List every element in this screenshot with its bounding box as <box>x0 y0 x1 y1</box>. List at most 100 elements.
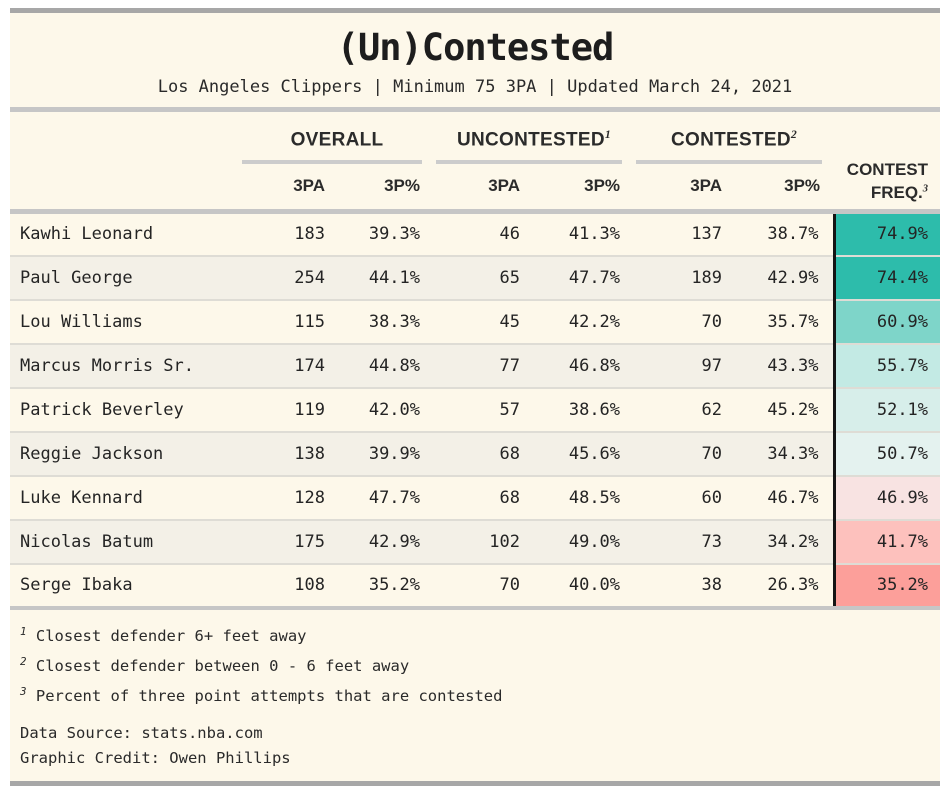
table-body: Kawhi Leonard 183 39.3% 46 41.3% 137 38.… <box>10 211 941 608</box>
contest-freq-cell: 55.7% <box>832 343 941 388</box>
contested-3pp: 26.3% <box>767 575 819 596</box>
contest-freq-cell: 60.9% <box>832 299 941 344</box>
table-header: OVERALL UNCONTESTED1 CONTESTED2 CONTEST … <box>10 112 941 212</box>
table-row: Paul George 254 44.1% 65 47.7% 189 42.9%… <box>10 255 941 300</box>
footnote-2: 2 Closest defender between 0 - 6 feet aw… <box>20 654 410 675</box>
player-name: Marcus Morris Sr. <box>10 343 240 388</box>
uncontested-3pa: 77 <box>434 343 535 388</box>
player-name: Serge Ibaka <box>20 575 133 596</box>
table-row: Luke Kennard 128 47.7% 68 48.5% 60 46.7%… <box>10 475 941 520</box>
contested-3pa: 70 <box>634 431 737 476</box>
player-name: Patrick Beverley <box>20 399 184 420</box>
table-row: Patrick Beverley 119 42.0% 57 38.6% 62 4… <box>10 387 941 432</box>
col-contested-3pa: 3PA <box>690 176 723 196</box>
table-row: Lou Williams 115 38.3% 45 42.2% 70 35.7%… <box>10 299 941 344</box>
top-rule <box>10 8 940 13</box>
uncontested-3pa: 65 <box>434 255 535 300</box>
graphic-panel: (Un)Contested Los Angeles Clippers | Min… <box>10 13 941 782</box>
uncontested-3pa: 45 <box>499 311 521 332</box>
uncontested-3pp: 49.0% <box>534 519 635 564</box>
contest-freq-cell: 41.7% <box>832 519 941 564</box>
contested-3pp: 35.7% <box>767 311 819 332</box>
overall-underline <box>240 156 434 168</box>
overall-3pp: 47.7% <box>368 487 421 508</box>
player-name: Kawhi Leonard <box>20 224 154 245</box>
contested-3pp: 38.7% <box>767 224 819 245</box>
footnotes: 1 Closest defender 6+ feet away 2 Closes… <box>10 610 940 709</box>
contested-3pa: 73 <box>634 519 737 564</box>
subtitle-rule <box>10 106 940 112</box>
bottom-rule <box>10 781 940 787</box>
uncontested-3pp: 48.5% <box>568 487 621 508</box>
uncontested-3pa: 102 <box>434 519 535 564</box>
group-header-row: OVERALL UNCONTESTED1 CONTESTED2 CONTEST … <box>10 112 940 202</box>
contest-freq-header: CONTEST FREQ.3 <box>834 112 940 212</box>
uncontested-3pp: 47.7% <box>534 255 635 300</box>
overall-3pp: 38.3% <box>368 311 421 332</box>
col-overall-3pp: 3P% <box>384 176 421 196</box>
overall-3pa: 115 <box>294 311 325 332</box>
contest-freq-cell: 50.7% <box>832 431 941 476</box>
overall-3pp: 39.3% <box>368 224 421 245</box>
uncontested-3pa: 70 <box>499 575 521 596</box>
group-underline-row <box>10 156 940 168</box>
player-name: Lou Williams <box>20 311 143 332</box>
col-overall-3pa: 3PA <box>293 176 325 196</box>
uncontested-3pp: 42.2% <box>568 311 621 332</box>
contested-3pp: 43.3% <box>736 343 835 388</box>
page-subtitle: Los Angeles Clippers | Minimum 75 3PA | … <box>157 76 793 97</box>
group-uncontested: UNCONTESTED1 <box>456 128 612 151</box>
uncontested-3pa: 57 <box>499 399 521 420</box>
contested-3pp: 34.2% <box>736 519 835 564</box>
player-name: Luke Kennard <box>20 487 143 508</box>
overall-3pa: 254 <box>240 255 339 300</box>
overall-3pa: 119 <box>294 399 325 420</box>
group-overall: OVERALL <box>290 129 384 151</box>
overall-3pa: 128 <box>294 487 325 508</box>
data-source: Data Source: stats.nba.com <box>20 724 263 743</box>
overall-3pp: 44.1% <box>339 255 435 300</box>
uncontested-underline <box>434 156 634 168</box>
subheader-row: 3PA 3P% 3PA 3P% 3PA 3P% <box>10 168 940 212</box>
overall-3pa: 138 <box>240 431 339 476</box>
col-contested-3pp: 3P% <box>784 176 821 196</box>
contested-3pp: 34.3% <box>736 431 835 476</box>
contested-3pa: 70 <box>701 311 723 332</box>
table-row: Reggie Jackson 138 39.9% 68 45.6% 70 34.… <box>10 431 941 476</box>
credits: Data Source: stats.nba.com Graphic Credi… <box>10 709 940 781</box>
contest-freq-line1: CONTEST <box>846 160 929 180</box>
overall-3pp: 35.2% <box>368 575 421 596</box>
overall-3pa: 175 <box>240 519 339 564</box>
contested-underline <box>634 156 834 168</box>
graphic-credit: Graphic Credit: Owen Phillips <box>20 749 291 768</box>
contested-3pa: 60 <box>701 487 723 508</box>
contested-3pa: 38 <box>701 575 723 596</box>
table-row: Kawhi Leonard 183 39.3% 46 41.3% 137 38.… <box>10 211 941 256</box>
overall-3pa: 183 <box>294 224 325 245</box>
contested-3pa: 62 <box>701 399 723 420</box>
contested-3pp: 46.7% <box>767 487 819 508</box>
contested-3pp: 42.9% <box>736 255 835 300</box>
uncontested-3pa: 68 <box>499 487 521 508</box>
overall-3pp: 39.9% <box>339 431 435 476</box>
overall-3pp: 44.8% <box>339 343 435 388</box>
contest-freq-line2: FREQ.3 <box>870 183 929 203</box>
stats-table: OVERALL UNCONTESTED1 CONTESTED2 CONTEST … <box>10 112 941 610</box>
uncontested-3pp: 40.0% <box>568 575 621 596</box>
col-uncontested-3pp: 3P% <box>584 176 621 196</box>
uncontested-3pp: 41.3% <box>568 224 621 245</box>
uncontested-3pp: 45.6% <box>534 431 635 476</box>
contest-freq-cell: 46.9% <box>832 475 941 520</box>
overall-3pp: 42.0% <box>368 399 421 420</box>
player-name: Nicolas Batum <box>10 519 240 564</box>
contest-freq-cell: 74.9% <box>832 211 941 256</box>
contested-3pa: 97 <box>634 343 737 388</box>
contested-3pa: 189 <box>634 255 737 300</box>
contested-3pp: 45.2% <box>767 399 819 420</box>
col-uncontested-3pa: 3PA <box>488 176 521 196</box>
player-name: Paul George <box>10 255 240 300</box>
title-block: (Un)Contested Los Angeles Clippers | Min… <box>10 13 940 107</box>
player-header-spacer <box>10 112 240 156</box>
uncontested-3pp: 46.8% <box>534 343 635 388</box>
